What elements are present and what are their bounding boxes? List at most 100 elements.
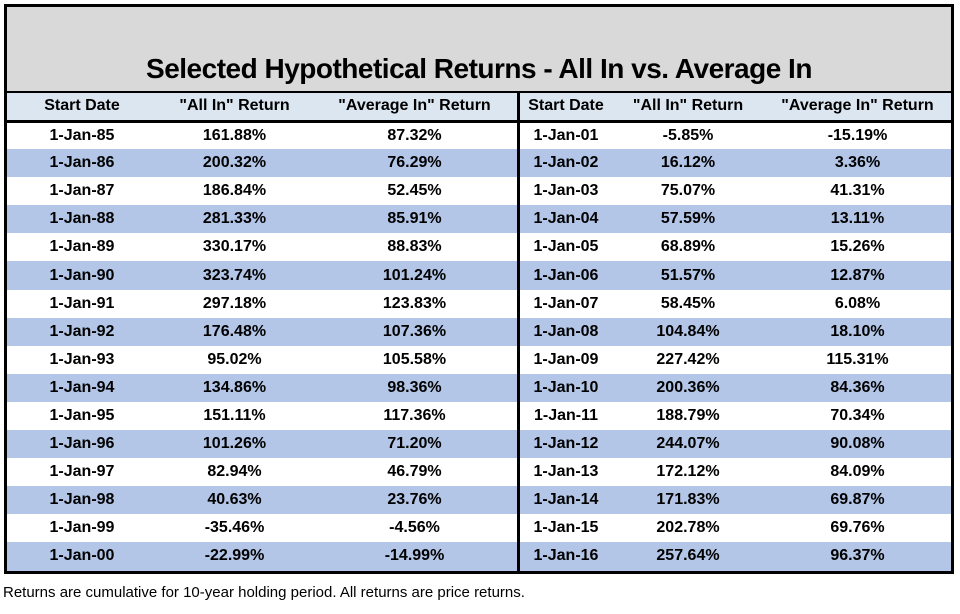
table-row: 1-Jan-91 297.18% 123.83%: [7, 290, 517, 318]
cell-average-in-return: 13.11%: [830, 210, 885, 228]
cell-average-in-return: 52.45%: [387, 182, 442, 200]
column-header-start-date: Start Date: [520, 93, 612, 123]
cell-average-in-return: 23.76%: [387, 491, 442, 509]
cell-all-in-return: 186.84%: [202, 182, 267, 200]
header-row: Start Date "All In" Return "Average In" …: [520, 93, 951, 123]
cell-start-date: 1-Jan-12: [533, 435, 599, 453]
cell-average-in-return: 18.10%: [830, 322, 885, 340]
cell-start-date: 1-Jan-93: [49, 350, 115, 368]
cell-start-date: 1-Jan-87: [49, 182, 115, 200]
cell-start-date: 1-Jan-90: [49, 266, 115, 284]
cell-start-date: 1-Jan-15: [533, 519, 599, 537]
table-row: 1-Jan-08 104.84% 18.10%: [520, 317, 951, 346]
table-row: 1-Jan-06 51.57% 12.87%: [520, 261, 951, 290]
cell-all-in-return: -5.85%: [662, 126, 714, 144]
cell-all-in-return: 68.89%: [660, 238, 716, 256]
cell-start-date: 1-Jan-09: [533, 350, 599, 368]
cell-average-in-return: 123.83%: [382, 294, 447, 312]
cell-all-in-return: 151.11%: [203, 406, 266, 424]
cell-start-date: 1-Jan-07: [533, 294, 599, 312]
cell-average-in-return: 90.08%: [830, 435, 885, 453]
cell-all-in-return: 51.57%: [660, 266, 716, 284]
table-row: 1-Jan-02 16.12% 3.36%: [520, 149, 951, 178]
cell-average-in-return: 107.36%: [382, 322, 447, 340]
cell-average-in-return: 115.31%: [826, 350, 889, 368]
cell-start-date: 1-Jan-10: [533, 378, 599, 396]
table-row: 1-Jan-96 101.26% 71.20%: [7, 430, 517, 459]
cell-average-in-return: 88.83%: [387, 238, 442, 256]
table-title: Selected Hypothetical Returns - All In v…: [7, 7, 951, 93]
cell-average-in-return: 76.29%: [387, 154, 442, 172]
tables-row: Start Date "All In" Return "Average In" …: [7, 93, 951, 571]
cell-start-date: 1-Jan-92: [49, 322, 115, 340]
cell-average-in-return: 69.87%: [830, 491, 885, 509]
cell-start-date: 1-Jan-05: [533, 238, 599, 256]
cell-start-date: 1-Jan-95: [49, 406, 115, 424]
cell-all-in-return: 281.33%: [202, 210, 267, 228]
cell-start-date: 1-Jan-86: [49, 154, 115, 172]
cell-start-date: 1-Jan-03: [533, 182, 599, 200]
cell-start-date: 1-Jan-00: [49, 547, 115, 565]
table-row: 1-Jan-09 227.42% 115.31%: [520, 346, 951, 374]
table-row: 1-Jan-94 134.86% 98.36%: [7, 373, 517, 402]
right-table: Start Date "All In" Return "Average In" …: [520, 93, 951, 571]
table-row: 1-Jan-87 186.84% 52.45%: [7, 177, 517, 205]
cell-all-in-return: 200.36%: [656, 378, 720, 396]
cell-average-in-return: 15.26%: [830, 238, 885, 256]
cell-start-date: 1-Jan-98: [49, 491, 115, 509]
returns-table-frame: Selected Hypothetical Returns - All In v…: [4, 4, 954, 574]
cell-start-date: 1-Jan-89: [49, 238, 115, 256]
table-row: 1-Jan-88 281.33% 85.91%: [7, 205, 517, 234]
cell-start-date: 1-Jan-04: [533, 210, 599, 228]
cell-all-in-return: 134.86%: [202, 378, 267, 396]
table-row: 1-Jan-86 200.32% 76.29%: [7, 149, 517, 178]
cell-start-date: 1-Jan-16: [533, 547, 599, 565]
table-row: 1-Jan-10 200.36% 84.36%: [520, 373, 951, 402]
cell-average-in-return: 70.34%: [830, 406, 885, 424]
column-header-average-in-return: "Average In" Return: [764, 93, 951, 123]
cell-start-date: 1-Jan-97: [49, 463, 115, 481]
right-table-panel: Start Date "All In" Return "Average In" …: [520, 93, 951, 571]
cell-start-date: 1-Jan-91: [49, 294, 115, 312]
cell-average-in-return: 117.36%: [383, 406, 446, 424]
cell-average-in-return: 101.24%: [382, 266, 447, 284]
cell-all-in-return: 330.17%: [202, 238, 267, 256]
table-row: 1-Jan-85 161.88% 87.32%: [7, 121, 517, 149]
header-row: Start Date "All In" Return "Average In" …: [7, 93, 517, 123]
cell-all-in-return: 323.74%: [202, 266, 267, 284]
cell-average-in-return: 84.09%: [830, 463, 885, 481]
cell-all-in-return: 171.83%: [656, 491, 720, 509]
cell-start-date: 1-Jan-99: [49, 519, 115, 537]
cell-start-date: 1-Jan-01: [533, 126, 599, 144]
table-row: 1-Jan-98 40.63% 23.76%: [7, 486, 517, 515]
cell-start-date: 1-Jan-06: [533, 266, 599, 284]
table-row: 1-Jan-07 58.45% 6.08%: [520, 290, 951, 318]
table-row: 1-Jan-11 188.79% 70.34%: [520, 402, 951, 430]
cell-start-date: 1-Jan-02: [533, 154, 599, 172]
cell-all-in-return: 82.94%: [207, 463, 262, 481]
cell-all-in-return: 75.07%: [660, 182, 716, 200]
cell-average-in-return: 71.20%: [387, 435, 442, 453]
table-row: 1-Jan-04 57.59% 13.11%: [520, 205, 951, 234]
cell-start-date: 1-Jan-96: [49, 435, 115, 453]
cell-all-in-return: -35.46%: [204, 519, 265, 537]
cell-average-in-return: 46.79%: [387, 463, 442, 481]
cell-average-in-return: 3.36%: [834, 154, 881, 172]
cell-average-in-return: -15.19%: [827, 126, 888, 144]
cell-all-in-return: 161.88%: [202, 126, 267, 144]
cell-start-date: 1-Jan-94: [49, 378, 115, 396]
cell-average-in-return: 69.76%: [830, 519, 885, 537]
left-table: Start Date "All In" Return "Average In" …: [7, 93, 517, 571]
table-row: 1-Jan-13 172.12% 84.09%: [520, 458, 951, 486]
column-header-all-in-return: "All In" Return: [612, 93, 764, 123]
cell-all-in-return: 40.63%: [207, 491, 262, 509]
table-row: 1-Jan-93 95.02% 105.58%: [7, 346, 517, 374]
cell-start-date: 1-Jan-14: [533, 491, 599, 509]
table-row: 1-Jan-99 -35.46% -4.56%: [7, 514, 517, 542]
cell-all-in-return: -22.99%: [204, 547, 265, 565]
cell-all-in-return: 95.02%: [207, 350, 262, 368]
cell-start-date: 1-Jan-08: [533, 322, 599, 340]
cell-all-in-return: 101.26%: [202, 435, 267, 453]
cell-average-in-return: 6.08%: [834, 294, 881, 312]
cell-all-in-return: 104.84%: [656, 322, 720, 340]
